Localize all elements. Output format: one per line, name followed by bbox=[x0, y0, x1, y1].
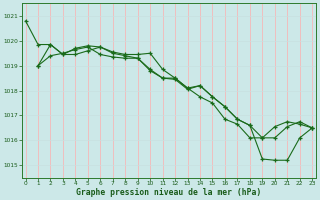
X-axis label: Graphe pression niveau de la mer (hPa): Graphe pression niveau de la mer (hPa) bbox=[76, 188, 261, 197]
